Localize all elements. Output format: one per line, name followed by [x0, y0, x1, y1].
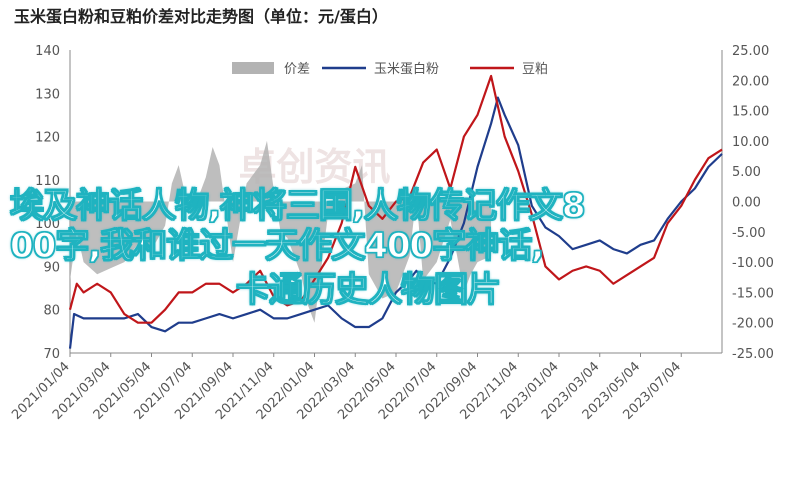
- left-tick-label: 140: [35, 44, 60, 59]
- right-tick-label: 10.00: [732, 135, 769, 150]
- left-tick-label: 90: [43, 260, 60, 275]
- left-tick-label: 100: [35, 217, 60, 232]
- left-tick-label: 110: [35, 174, 60, 189]
- right-tick-label: -25.00: [732, 347, 774, 362]
- left-tick-label: 130: [35, 87, 60, 102]
- legend-label-0: 价差: [284, 62, 310, 77]
- left-tick-label: 80: [43, 304, 60, 319]
- series-area-spread: [70, 140, 492, 323]
- series-line-1: [68, 96, 723, 349]
- right-tick-label: 5.00: [732, 165, 761, 180]
- right-tick-label: 0.00: [732, 196, 761, 211]
- right-tick-label: 25.00: [732, 44, 769, 59]
- legend: 价差 玉米蛋白粉 豆粕: [232, 61, 548, 77]
- right-tick-label: 20.00: [732, 74, 769, 89]
- overlay-line-1a: 埃及神话人物,神将三国,人物传记作文8: [9, 185, 586, 226]
- chart-title: 玉米蛋白粉和豆粕价差对比走势图（单位：元/蛋白）: [14, 7, 388, 26]
- series-line-2: [68, 74, 723, 324]
- legend-label-2: 豆粕: [522, 62, 548, 77]
- legend-swatch-0: [232, 62, 274, 74]
- left-tick-label: 120: [35, 131, 60, 146]
- legend-label-1: 玉米蛋白粉: [374, 61, 439, 77]
- overlay-line-1b: 00字,我和谁过一天作文400字神话,: [9, 225, 544, 266]
- right-tick-label: 15.00: [732, 105, 769, 120]
- left-tick-label: 70: [43, 347, 60, 362]
- right-tick-label: -10.00: [732, 256, 774, 271]
- right-tick-label: -20.00: [732, 317, 774, 332]
- right-tick-label: -5.00: [732, 226, 766, 241]
- overlay-line-2: 卡通历史人物图片: [235, 269, 501, 310]
- right-tick-label: -15.00: [732, 286, 774, 301]
